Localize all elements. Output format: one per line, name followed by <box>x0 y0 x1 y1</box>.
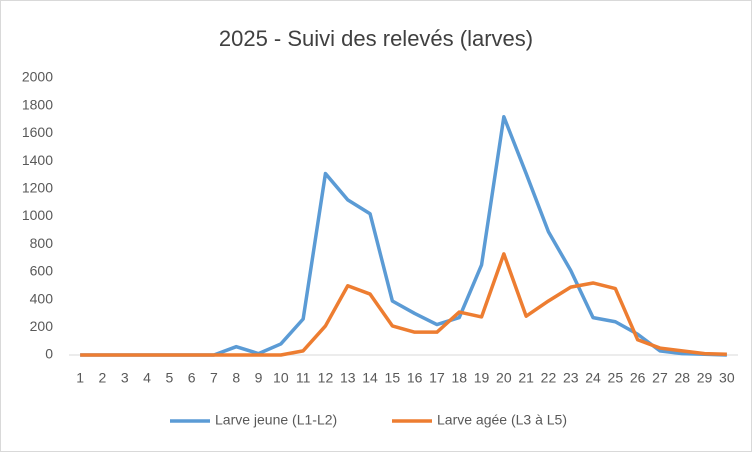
x-tick-label: 17 <box>429 370 445 386</box>
legend-label: Larve jeune (L1-L2) <box>215 412 337 428</box>
y-tick-label: 0 <box>45 346 53 362</box>
x-tick-label: 9 <box>255 370 263 386</box>
x-tick-label: 3 <box>121 370 129 386</box>
y-tick-label: 800 <box>30 235 54 251</box>
x-tick-label: 24 <box>585 370 601 386</box>
chart-title: 2025 - Suivi des relevés (larves) <box>219 26 533 51</box>
x-tick-label: 25 <box>608 370 624 386</box>
x-tick-label: 2 <box>99 370 107 386</box>
x-tick-label: 7 <box>210 370 218 386</box>
x-tick-label: 5 <box>165 370 173 386</box>
x-tick-label: 21 <box>518 370 534 386</box>
x-tick-label: 28 <box>674 370 690 386</box>
x-tick-label: 10 <box>273 370 289 386</box>
x-tick-label: 6 <box>188 370 196 386</box>
y-tick-label: 2000 <box>22 69 53 85</box>
x-tick-label: 11 <box>296 370 311 386</box>
x-tick-label: 27 <box>652 370 668 386</box>
y-tick-label: 1800 <box>22 96 53 112</box>
x-tick-label: 23 <box>563 370 579 386</box>
x-tick-label: 18 <box>451 370 467 386</box>
x-tick-label: 20 <box>496 370 512 386</box>
y-tick-label: 600 <box>30 263 54 279</box>
x-tick-label: 19 <box>474 370 490 386</box>
x-tick-label: 1 <box>76 370 84 386</box>
y-tick-label: 1000 <box>22 207 53 223</box>
x-tick-label: 26 <box>630 370 646 386</box>
legend-label: Larve agée (L3 à L5) <box>437 412 567 428</box>
y-tick-label: 1400 <box>22 152 53 168</box>
y-tick-label: 1200 <box>22 180 53 196</box>
y-tick-label: 200 <box>30 318 54 334</box>
x-tick-label: 15 <box>385 370 401 386</box>
x-tick-label: 12 <box>318 370 334 386</box>
x-tick-label: 8 <box>232 370 240 386</box>
x-tick-label: 14 <box>362 370 378 386</box>
x-tick-label: 29 <box>697 370 713 386</box>
x-tick-label: 30 <box>719 370 735 386</box>
x-tick-label: 4 <box>143 370 151 386</box>
y-tick-label: 400 <box>30 290 54 306</box>
x-tick-label: 16 <box>407 370 423 386</box>
series-line <box>80 252 727 357</box>
x-tick-label: 13 <box>340 370 356 386</box>
x-tick-label: 22 <box>541 370 557 386</box>
y-tick-label: 1600 <box>22 124 53 140</box>
